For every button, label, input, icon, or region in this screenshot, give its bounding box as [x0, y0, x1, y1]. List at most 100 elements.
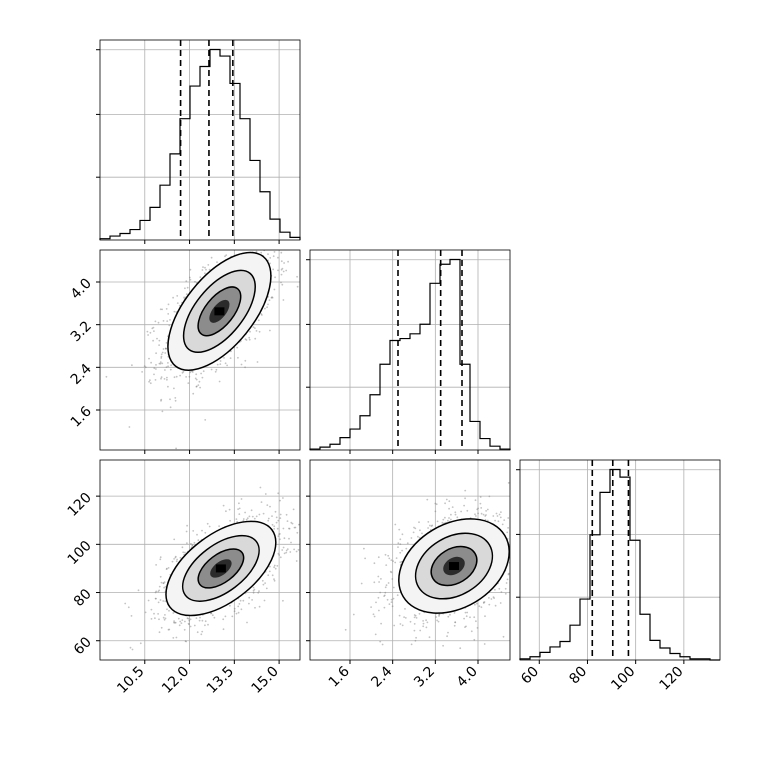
- sample-point: [176, 295, 179, 297]
- sample-point: [303, 219, 305, 221]
- sample-point: [219, 363, 222, 365]
- sample-point: [278, 533, 280, 536]
- sample-point: [224, 362, 227, 365]
- sample-point: [251, 242, 253, 244]
- sample-point: [274, 510, 277, 513]
- sample-point: [226, 364, 229, 367]
- sample-point: [254, 327, 256, 329]
- sample-point: [257, 591, 260, 594]
- sample-point: [237, 605, 240, 608]
- sample-point: [160, 353, 163, 356]
- sample-point: [421, 532, 423, 535]
- sample-point: [465, 625, 467, 628]
- sample-point: [218, 525, 221, 527]
- sample-point: [139, 642, 142, 645]
- sample-point: [173, 620, 176, 622]
- sample-point: [235, 612, 238, 615]
- sample-point: [124, 602, 127, 605]
- sample-point: [162, 320, 165, 322]
- sample-point: [143, 365, 146, 367]
- sample-point: [262, 583, 265, 586]
- sample-point: [392, 586, 395, 589]
- sample-point: [287, 260, 289, 263]
- sample-point: [480, 507, 483, 509]
- sample-point: [401, 533, 404, 536]
- sample-point: [154, 320, 157, 323]
- sample-point: [485, 514, 487, 516]
- sample-point: [158, 585, 161, 588]
- sample-point: [388, 603, 391, 605]
- sample-point: [161, 362, 164, 365]
- sample-point: [514, 554, 516, 556]
- sample-point: [391, 605, 394, 608]
- sample-point: [484, 515, 487, 517]
- sample-point: [374, 633, 377, 636]
- sample-point: [494, 588, 496, 591]
- sample-point: [413, 526, 415, 529]
- sample-point: [201, 630, 204, 633]
- sample-point: [507, 573, 510, 576]
- sample-point: [406, 542, 409, 545]
- sample-point: [127, 606, 130, 609]
- sample-point: [485, 510, 487, 512]
- sample-point: [247, 247, 249, 249]
- sample-point: [377, 596, 380, 599]
- sample-point: [447, 631, 449, 634]
- sample-point: [249, 330, 251, 333]
- sample-point: [399, 623, 402, 625]
- sample-point: [436, 520, 439, 523]
- sample-point: [277, 256, 279, 259]
- sample-point: [496, 515, 499, 517]
- sample-point: [167, 362, 169, 364]
- sample-point: [511, 532, 513, 534]
- sample-point: [167, 385, 169, 388]
- density-peak: [449, 562, 459, 571]
- sample-point: [157, 613, 160, 615]
- sample-point: [155, 590, 158, 593]
- sample-point: [273, 564, 276, 567]
- sample-point: [200, 633, 203, 636]
- density-layer: [344, 482, 519, 650]
- sample-point: [222, 504, 225, 507]
- sample-point: [360, 582, 363, 585]
- sample-point: [394, 561, 397, 564]
- sample-point: [175, 447, 178, 450]
- sample-point: [415, 617, 418, 619]
- sample-point: [148, 357, 150, 360]
- sample-point: [422, 625, 425, 628]
- sample-point: [214, 370, 217, 373]
- sample-point: [185, 530, 188, 533]
- sample-point: [258, 605, 261, 608]
- sample-point: [248, 596, 251, 599]
- sample-point: [282, 599, 284, 602]
- sample-point: [169, 319, 171, 321]
- sample-point: [277, 552, 280, 555]
- sample-point: [399, 538, 402, 541]
- sample-point: [164, 617, 167, 620]
- sample-point: [438, 613, 440, 616]
- sample-point: [189, 371, 192, 374]
- sample-point: [238, 513, 241, 515]
- sample-point: [238, 245, 240, 247]
- x-tick-label: 12.0: [159, 664, 192, 697]
- sample-point: [450, 518, 452, 521]
- sample-point: [438, 615, 440, 617]
- sample-point: [194, 280, 196, 283]
- panel-frame: [99, 459, 301, 661]
- sample-point: [167, 567, 170, 569]
- sample-point: [505, 582, 508, 584]
- sample-point: [476, 627, 479, 629]
- sample-point: [204, 272, 206, 275]
- sample-point: [517, 510, 519, 512]
- sample-point: [165, 342, 168, 344]
- sample-point: [390, 598, 393, 601]
- sample-point: [172, 637, 175, 639]
- sample-point: [285, 549, 288, 552]
- sample-point: [466, 509, 469, 512]
- x-tick-label: 15.0: [249, 664, 282, 697]
- sample-point: [399, 543, 402, 545]
- sample-point: [159, 556, 162, 559]
- sample-point: [279, 513, 282, 516]
- sample-point: [475, 515, 477, 517]
- sample-point: [194, 377, 197, 380]
